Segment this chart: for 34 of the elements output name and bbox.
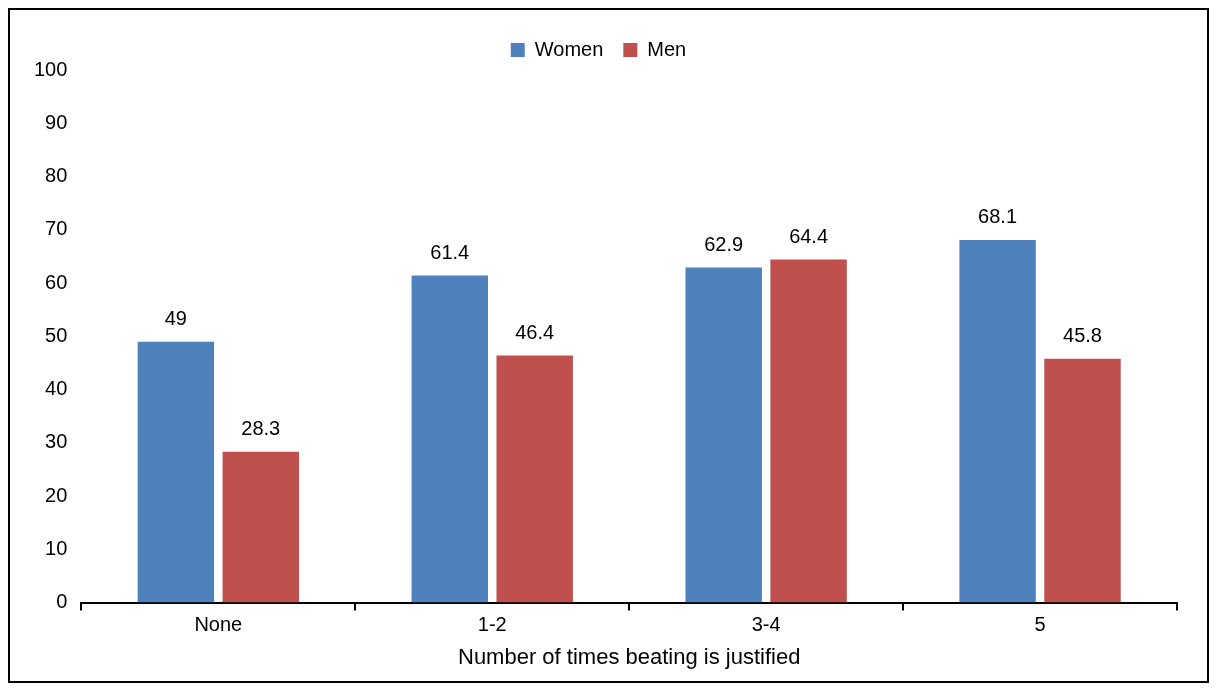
x-tick-label: 1-2 [477, 613, 507, 636]
bar [770, 259, 847, 603]
data-label: 64.4 [789, 225, 829, 248]
y-tick-label: 10 [45, 536, 68, 559]
bar [411, 275, 488, 603]
legend-label: Women [534, 37, 604, 60]
y-tick-label: 90 [45, 110, 68, 133]
y-tick-label: 100 [33, 57, 68, 80]
data-label: 62.9 [704, 233, 744, 256]
y-tick-label: 20 [45, 483, 68, 506]
legend-label: Men [647, 37, 687, 60]
data-label: 45.8 [1063, 324, 1102, 347]
y-tick-label: 80 [45, 164, 68, 187]
data-label: 68.1 [978, 205, 1018, 228]
y-tick-label: 60 [45, 270, 68, 293]
y-tick-label: 40 [45, 377, 68, 400]
data-label: 49 [164, 307, 187, 330]
bar [222, 451, 299, 603]
x-axis-title: Number of times beating is justified [458, 643, 801, 669]
y-tick-label: 30 [45, 430, 68, 453]
y-tick-label: 0 [56, 590, 68, 613]
x-tick-label: 5 [1034, 613, 1046, 636]
y-tick-label: 70 [45, 217, 68, 240]
data-label: 61.4 [430, 241, 470, 264]
y-tick-label: 50 [45, 323, 68, 346]
bar [137, 341, 215, 603]
bar [496, 355, 573, 603]
x-tick-label: None [194, 613, 243, 636]
bar [1044, 358, 1121, 603]
bar [959, 239, 1036, 603]
data-label: 28.3 [241, 417, 281, 440]
x-tick-label: 3-4 [751, 613, 781, 636]
bar [685, 267, 762, 603]
data-label: 46.4 [515, 320, 555, 343]
